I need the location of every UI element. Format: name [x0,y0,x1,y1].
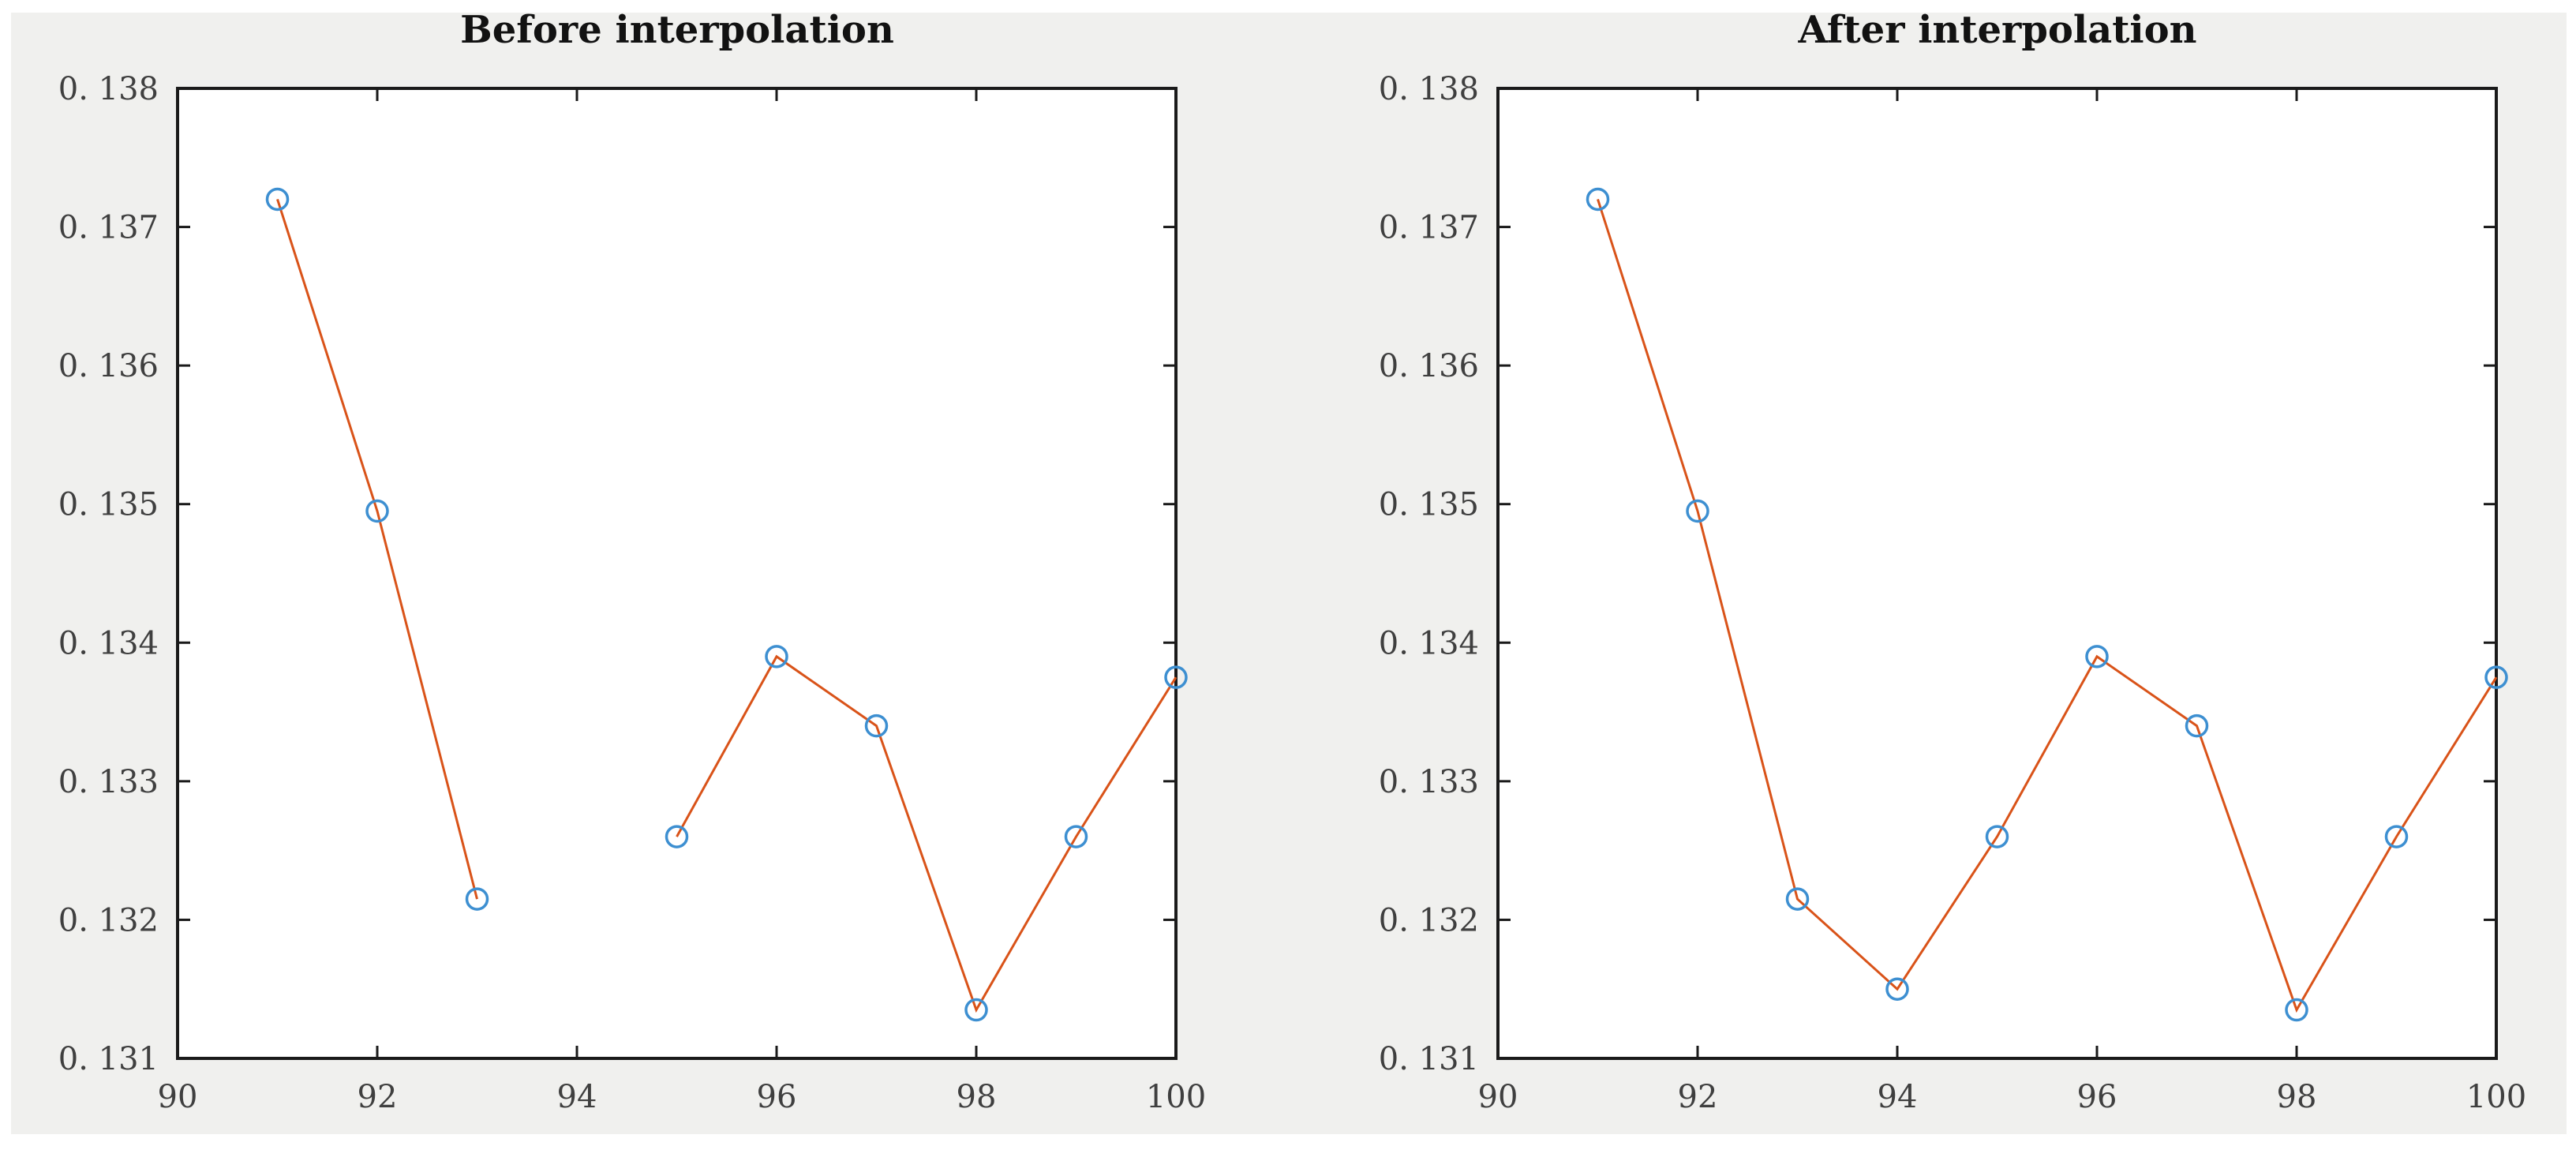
data-point-marker [864,713,889,738]
x-tick-label: 94 [1878,1079,1918,1115]
series-line [1597,198,2498,1013]
x-tick-label: 90 [158,1079,198,1115]
x-tick-label: 100 [2466,1079,2526,1115]
y-tick-label: 0. 131 [58,1041,159,1077]
data-point-marker [365,499,389,523]
data-point-marker [2085,645,2109,669]
data-point-marker [2484,665,2508,689]
x-tick-label: 100 [1146,1079,1206,1115]
data-point-marker [2185,713,2209,738]
y-tick-label: 0. 136 [1379,348,1479,384]
right-panel-title: After interpolation [1798,8,2197,52]
data-point-marker [1686,499,1709,523]
y-tick-label: 0. 132 [58,902,159,938]
data-point-marker [1064,825,1088,848]
data-point-marker [1885,977,1909,1001]
plot-background [1498,88,2496,1058]
y-tick-label: 0. 131 [1379,1041,1479,1077]
axes-box [176,87,1178,1060]
data-point-marker [964,998,988,1022]
y-tick-label: 0. 132 [1379,902,1479,938]
y-tick-label: 0. 136 [58,348,159,384]
data-point-marker [1785,887,1810,911]
x-tick-label: 96 [2077,1079,2117,1115]
series-line [276,198,478,900]
data-point-marker [1164,665,1188,689]
plot-background [178,88,1176,1058]
x-tick-label: 92 [1678,1079,1718,1115]
y-tick-label: 0. 135 [58,487,159,523]
y-tick-label: 0. 134 [58,625,159,661]
x-tick-label: 98 [957,1079,997,1115]
data-point-marker [1586,187,1610,212]
data-point-marker [265,187,290,212]
data-point-marker [1985,825,2009,848]
y-tick-label: 0. 138 [58,71,159,107]
data-point-marker [465,887,489,911]
y-tick-label: 0. 133 [1379,764,1479,800]
data-point-marker [665,825,689,848]
left-panel-title: Before interpolation [460,8,894,52]
y-tick-label: 0. 137 [58,210,159,246]
series-line [676,654,1178,1013]
y-tick-label: 0. 138 [1379,71,1479,107]
axes-box [1496,87,2498,1060]
y-tick-label: 0. 134 [1379,625,1479,661]
x-tick-label: 90 [1478,1079,1518,1115]
data-point-marker [2285,998,2308,1022]
data-point-marker [2384,825,2409,848]
x-tick-label: 96 [757,1079,797,1115]
y-tick-label: 0. 137 [1379,210,1479,246]
y-tick-label: 0. 135 [1379,487,1479,523]
y-tick-label: 0. 133 [58,764,159,800]
x-tick-label: 92 [358,1079,398,1115]
data-point-marker [765,645,788,669]
x-tick-label: 94 [557,1079,597,1115]
x-tick-label: 98 [2277,1079,2317,1115]
